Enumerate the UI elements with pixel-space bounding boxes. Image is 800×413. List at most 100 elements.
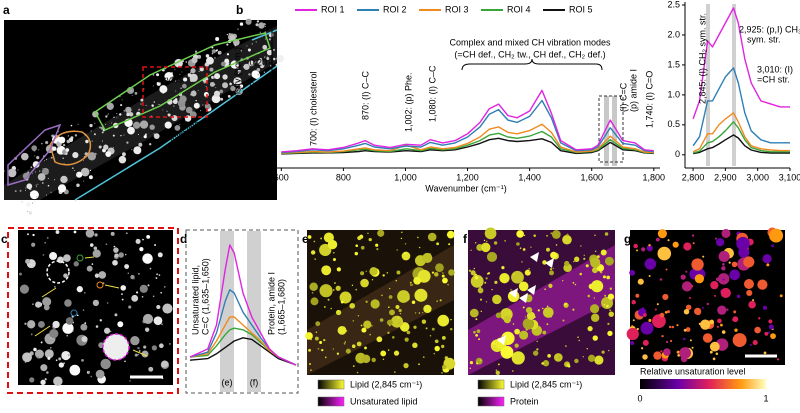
- lipid-droplet: [585, 264, 589, 268]
- lipid-droplet: [335, 285, 341, 291]
- x-tick-label: 1,000: [394, 172, 417, 182]
- lipid-droplet: [255, 41, 257, 43]
- lipid-droplet: [664, 310, 668, 314]
- lipid-droplet: [89, 169, 92, 171]
- lipid-droplet: [134, 353, 137, 356]
- bracket-label: Complex and mixed CH vibration modes: [449, 37, 611, 47]
- lipid-droplet: [40, 379, 46, 385]
- band-label: (e): [222, 377, 233, 387]
- lipid-droplet: [175, 90, 177, 92]
- lipid-droplet: [36, 156, 40, 160]
- lipid-droplet: [562, 234, 572, 245]
- lipid-droplet: [606, 304, 609, 308]
- panel-label: f: [463, 232, 468, 246]
- lipid-droplet: [314, 336, 319, 341]
- lipid-droplet: [149, 124, 155, 130]
- y-tick-label: 1.5: [667, 59, 680, 69]
- lipid-droplet: [63, 162, 65, 164]
- lipid-droplet: [3, 170, 5, 172]
- lipid-droplet: [55, 359, 58, 362]
- lipid-droplet: [220, 97, 224, 101]
- lipid-droplet: [398, 308, 402, 313]
- lipid-droplet: [357, 315, 360, 317]
- lipid-droplet: [349, 303, 356, 309]
- lipid-droplet: [388, 306, 390, 308]
- lipid-droplet: [151, 104, 154, 107]
- lipid-droplet: [135, 291, 139, 294]
- lipid-droplet: [71, 167, 74, 170]
- y-tick-label: 2.5: [667, 0, 680, 9]
- lipid-droplet: [86, 265, 93, 272]
- lipid-droplet: [473, 330, 476, 334]
- lipid-droplet: [52, 320, 60, 329]
- lipid-droplet: [49, 328, 59, 339]
- x-tick-label: 2,900: [714, 172, 737, 182]
- lipid-droplet: [124, 360, 126, 363]
- lipid-droplet: [179, 124, 181, 126]
- lipid-droplet: [500, 345, 514, 359]
- lipid-droplet: [43, 160, 46, 162]
- lipid-droplet: [226, 53, 230, 56]
- lipid-droplet: [123, 109, 126, 112]
- x-tick-label: 3,100: [779, 172, 800, 182]
- lipid-droplet: [197, 54, 202, 59]
- lipid-droplet: [151, 345, 157, 351]
- lipid-droplet: [220, 61, 226, 67]
- lipid-droplet: [98, 271, 107, 279]
- lipid-droplet: [72, 151, 79, 159]
- spectrum-line: [189, 316, 297, 366]
- lipid-droplet: [226, 33, 229, 36]
- lipid-droplet: [609, 309, 612, 312]
- lipid-droplet: [607, 349, 610, 352]
- lipid-droplet: [513, 273, 515, 276]
- lipid-droplet: [39, 170, 41, 172]
- lipid-droplet: [94, 152, 97, 156]
- lipid-droplet: [321, 265, 332, 276]
- band-annotation: Protein, amide I: [266, 272, 276, 335]
- lipid-droplet: [215, 99, 217, 101]
- lipid-droplet: [19, 189, 22, 192]
- lipid-droplet: [335, 309, 342, 316]
- lipid-droplet: [423, 304, 432, 314]
- lipid-droplet: [764, 331, 769, 336]
- lipid-droplet: [246, 45, 248, 47]
- lipid-droplet: [146, 234, 151, 239]
- lipid-droplet: [551, 230, 561, 239]
- lipid-droplet: [593, 297, 596, 299]
- lipid-droplet: [657, 229, 667, 239]
- lipid-droplet: [228, 32, 231, 35]
- lipid-droplet: [19, 284, 30, 294]
- lipid-droplet: [565, 345, 567, 347]
- lipid-droplet: [149, 143, 152, 146]
- lipid-droplet: [406, 297, 410, 301]
- lipid-droplet: [495, 369, 498, 371]
- lipid-droplet: [205, 86, 207, 88]
- lipid-droplet: [129, 380, 131, 382]
- lipid-droplet: [665, 268, 668, 271]
- lipid-droplet: [768, 319, 773, 324]
- lipid-droplet: [574, 283, 577, 286]
- panel-border: [185, 229, 299, 394]
- x-tick-label: 1,400: [518, 172, 541, 182]
- lipid-droplet: [631, 299, 636, 305]
- roi-label: 3: [126, 282, 131, 292]
- lipid-droplet: [370, 299, 380, 309]
- peak-annotation: 870: (I) C–C: [360, 70, 370, 120]
- lipid-droplet: [666, 310, 671, 314]
- lipid-droplet: [44, 378, 47, 381]
- lipid-droplet: [47, 168, 49, 170]
- lipid-droplet: [84, 322, 87, 325]
- lipid-droplet: [528, 270, 531, 272]
- lipid-droplet: [484, 281, 487, 284]
- lipid-droplet: [204, 94, 206, 96]
- lipid-droplet: [606, 275, 610, 280]
- lipid-droplet: [640, 321, 654, 335]
- lipid-droplet: [190, 90, 197, 97]
- lipid-droplet: [351, 284, 354, 287]
- roi-arrow: [41, 287, 57, 298]
- lipid-droplet: [73, 261, 79, 267]
- lipid-droplet: [387, 349, 390, 351]
- peak-annotation: 3,010: (I): [757, 64, 793, 74]
- lipid-droplet: [676, 324, 679, 327]
- lipid-droplet: [572, 308, 575, 311]
